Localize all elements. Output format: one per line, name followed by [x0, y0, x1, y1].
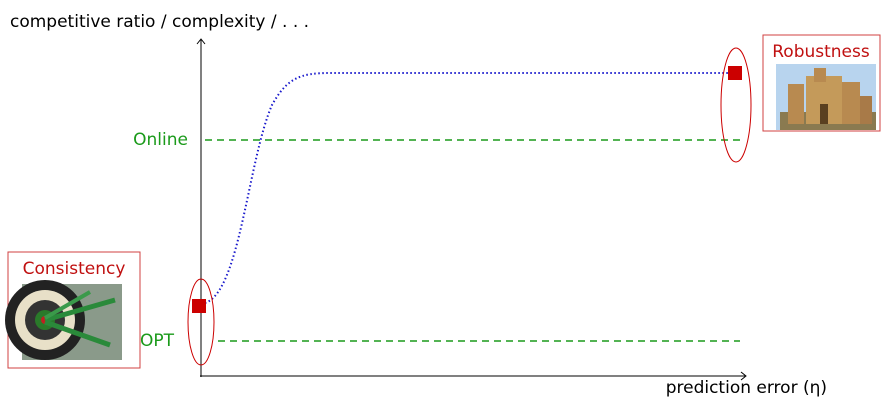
page: {"axes": {"y_label": "competitive ratio …: [0, 0, 887, 407]
diagram: competitive ratio / complexity / . . . p…: [0, 0, 887, 407]
x-axis-label: prediction error (η): [666, 378, 827, 398]
y-axis-label: competitive ratio / complexity / . . .: [10, 12, 309, 32]
consistency-point: [192, 299, 206, 313]
robustness-ellipse: [721, 48, 751, 162]
opt-label: OPT: [140, 331, 175, 351]
robustness-point: [728, 66, 742, 80]
online-label: Online: [133, 130, 188, 150]
castle-image: [776, 64, 876, 130]
dartboard-image: [5, 280, 122, 360]
robustness-title: Robustness: [772, 42, 870, 62]
consistency-title: Consistency: [23, 259, 126, 279]
tradeoff-curve: [205, 73, 735, 303]
